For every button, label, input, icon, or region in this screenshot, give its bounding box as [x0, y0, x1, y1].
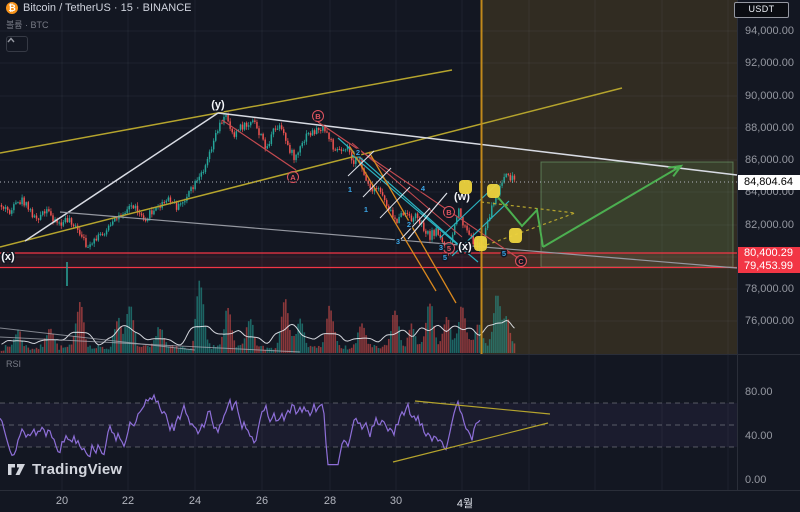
trendline	[379, 186, 411, 219]
svg-text:2: 2	[407, 220, 411, 229]
projection-arrow	[496, 164, 684, 248]
currency-toggle-button[interactable]: USDT	[734, 2, 789, 18]
svg-text:C: C	[518, 257, 524, 266]
trendline	[24, 112, 219, 242]
price-tick-label: 78,000.00	[745, 283, 794, 295]
trendline	[480, 201, 576, 214]
svg-text:1: 1	[348, 185, 352, 194]
last-price-label: 84,804.64	[738, 175, 800, 190]
trendline	[217, 112, 737, 176]
volume-ma-line	[1, 320, 515, 346]
trendline	[407, 192, 448, 240]
note-sticker	[487, 184, 500, 198]
price-pane[interactable]: (y) (w) (x) (x) A B B 5 C 2 1 1 4 2 3 3 5 5	[0, 0, 737, 354]
price-tick-label: 94,000.00	[745, 25, 794, 37]
time-tick-label: 4월	[456, 498, 474, 510]
time-tick-label: 30	[389, 495, 403, 507]
svg-text:B: B	[315, 112, 321, 121]
tradingview-watermark[interactable]: TradingView	[7, 461, 122, 478]
price-tick-label: 90,000.00	[745, 90, 794, 102]
alert-band	[0, 252, 737, 269]
svg-text:5: 5	[502, 249, 506, 258]
svg-text:(x): (x)	[458, 241, 472, 253]
trendline	[351, 154, 479, 263]
candles-layer	[0, 112, 516, 256]
volume-indicator-label[interactable]: 볼륨 · BTC	[6, 20, 49, 30]
svg-text:A: A	[290, 173, 296, 182]
rsi-indicator-label[interactable]: RSI	[6, 359, 22, 369]
svg-text:4: 4	[421, 184, 426, 193]
zones-layer	[481, 0, 737, 354]
trendline	[317, 121, 525, 263]
trendline	[59, 211, 737, 269]
arrow-head	[668, 164, 684, 177]
trendline	[480, 212, 576, 248]
rsi-tick-label: 80.00	[745, 386, 773, 398]
symbol-title[interactable]: Bitcoin / TetherUS · 15 · BINANCE	[23, 2, 192, 14]
trendline	[368, 151, 457, 304]
time-tick-label: 24	[188, 495, 202, 507]
svg-text:3: 3	[439, 243, 443, 252]
svg-text:5: 5	[443, 253, 447, 262]
svg-text:5: 5	[447, 244, 451, 253]
svg-text:1: 1	[364, 205, 368, 214]
trendline	[392, 422, 549, 463]
note-sticker	[509, 228, 522, 243]
svg-text:(x): (x)	[1, 251, 15, 263]
tradingview-logo-icon	[8, 464, 25, 475]
volume-layer	[0, 280, 516, 353]
rsi-grid	[0, 355, 737, 490]
time-tick-label: 20	[55, 495, 69, 507]
price-tick-label: 86,000.00	[745, 154, 794, 166]
price-axis[interactable]: 94,000.00 92,000.00 90,000.00 88,000.00 86,0…	[737, 0, 800, 490]
bitcoin-icon: ₿	[6, 2, 18, 14]
projection-zone	[540, 161, 734, 268]
trendline	[0, 87, 623, 248]
price-tick-label: 76,000.00	[745, 315, 794, 327]
chart-legend: ₿ Bitcoin / TetherUS · 15 · BINANCE 볼륨 ·…	[6, 2, 192, 52]
trendline	[414, 400, 551, 415]
price-tick-label: 92,000.00	[745, 57, 794, 69]
time-axis[interactable]: 20 22 24 26 28 30 4월	[0, 490, 800, 512]
trendline	[337, 137, 469, 254]
rsi-pane[interactable]: RSI	[0, 355, 737, 490]
note-stickers[interactable]	[459, 180, 522, 251]
time-tick-label: 26	[255, 495, 269, 507]
svg-text:3: 3	[396, 237, 400, 246]
trendline	[0, 69, 453, 154]
trendline	[221, 119, 297, 171]
price-tick-label: 88,000.00	[745, 122, 794, 134]
svg-text:B: B	[446, 208, 452, 217]
highlight-zone	[481, 0, 737, 354]
trendline	[349, 146, 437, 292]
watermark-text: TradingView	[32, 461, 123, 478]
time-tick-label: 22	[121, 495, 135, 507]
note-sticker	[474, 236, 487, 251]
rsi-wedge[interactable]	[392, 400, 551, 463]
alert-price-label[interactable]: 80,400.29	[738, 246, 800, 260]
rsi-tick-label: 40.00	[745, 430, 773, 442]
trendline	[347, 150, 375, 177]
trendline	[399, 207, 431, 241]
rsi-band	[0, 403, 737, 447]
rsi-line	[0, 393, 481, 466]
svg-text:(y): (y)	[211, 99, 225, 111]
time-tick-label: 28	[323, 495, 337, 507]
rsi-chart-canvas[interactable]	[0, 355, 737, 490]
chevron-up-icon	[7, 37, 15, 43]
alert-price-label[interactable]: 79,453.99	[738, 259, 800, 273]
symbol-title-row[interactable]: ₿ Bitcoin / TetherUS · 15 · BINANCE	[6, 2, 192, 14]
svg-text:2: 2	[356, 148, 360, 157]
price-tick-label: 82,000.00	[745, 219, 794, 231]
note-sticker	[459, 180, 472, 194]
collapse-legend-button[interactable]	[6, 36, 28, 52]
rsi-tick-label: 0.00	[745, 474, 767, 486]
pane-separator[interactable]	[0, 354, 800, 355]
